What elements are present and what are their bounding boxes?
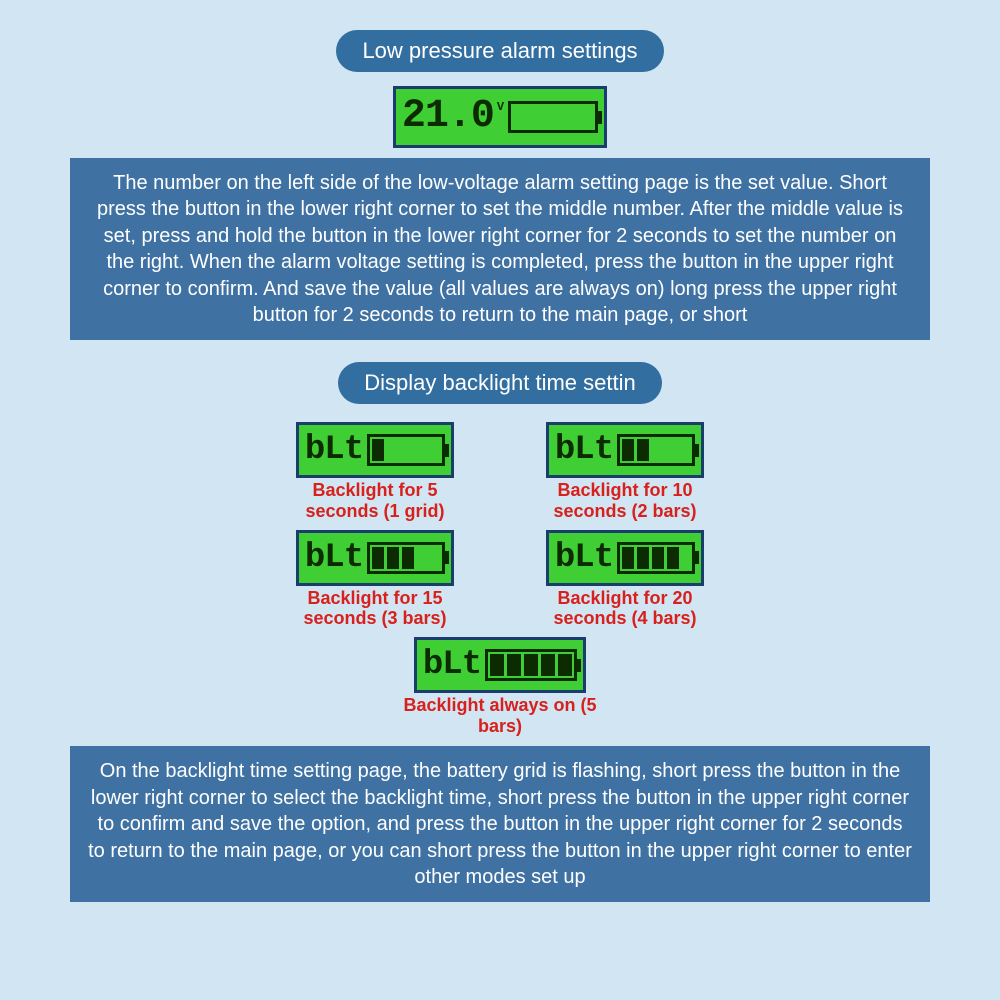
battery-bar xyxy=(402,547,414,569)
battery-icon xyxy=(485,649,577,681)
backlight-caption: Backlight for 20 seconds (4 bars) xyxy=(525,588,725,629)
lcd-backlight-text: bLt xyxy=(553,541,615,575)
page: Low pressure alarm settings 21.0 V The n… xyxy=(0,0,1000,1000)
backlight-caption: Backlight for 15 seconds (3 bars) xyxy=(275,588,475,629)
lcd-backlight: bLt xyxy=(296,530,454,586)
backlight-caption: Backlight for 10 seconds (2 bars) xyxy=(525,480,725,521)
section2-description: On the backlight time setting page, the … xyxy=(88,760,912,888)
battery-bar xyxy=(507,654,521,676)
battery-icon xyxy=(617,434,695,466)
section-backlight: Display backlight time settin bLt Backlig… xyxy=(70,362,930,902)
battery-bar xyxy=(637,439,649,461)
lcd-voltage-unit: V xyxy=(497,100,504,114)
backlight-item: bLt Backlight for 5 seconds (1 grid) xyxy=(275,422,475,521)
lcd-voltage-battery xyxy=(508,101,598,133)
lcd-backlight: bLt xyxy=(414,637,586,693)
lcd-backlight-inner: bLt xyxy=(299,425,451,475)
battery-bar xyxy=(637,547,649,569)
battery-bar xyxy=(667,547,679,569)
backlight-grid: bLt Backlight for 5 seconds (1 grid) bLt Ba… xyxy=(70,422,930,736)
battery-bar xyxy=(652,547,664,569)
battery-bar xyxy=(622,547,634,569)
battery-icon xyxy=(367,434,445,466)
battery-bar xyxy=(372,439,384,461)
backlight-item: bLt Backlight for 10 seconds (2 bars) xyxy=(525,422,725,521)
backlight-item: bLt Backlight for 20 seconds (4 bars) xyxy=(525,530,725,629)
lcd-backlight: bLt xyxy=(296,422,454,478)
section2-title: Display backlight time settin xyxy=(364,370,635,395)
lcd-voltage-value: 21.0 xyxy=(400,97,496,137)
lcd-voltage: 21.0 V xyxy=(393,86,607,148)
lcd-voltage-inner: 21.0 V xyxy=(396,89,604,145)
section1-title-pill: Low pressure alarm settings xyxy=(336,30,663,72)
battery-bar xyxy=(524,654,538,676)
lcd-backlight-text: bLt xyxy=(303,433,365,467)
section2-title-pill: Display backlight time settin xyxy=(338,362,661,404)
battery-bar xyxy=(622,439,634,461)
lcd-backlight-inner: bLt xyxy=(299,533,451,583)
backlight-item: bLt Backlight always on (5 bars) xyxy=(400,637,600,736)
section-low-pressure: Low pressure alarm settings 21.0 V The n… xyxy=(70,30,930,340)
battery-bar xyxy=(558,654,572,676)
lcd-backlight-text: bLt xyxy=(421,648,483,682)
lcd-backlight-text: bLt xyxy=(303,541,365,575)
section1-lcd-wrap: 21.0 V xyxy=(70,86,930,148)
section1-description: The number on the left side of the low-v… xyxy=(97,172,903,326)
backlight-caption: Backlight always on (5 bars) xyxy=(400,695,600,736)
section2-description-box: On the backlight time setting page, the … xyxy=(70,746,930,902)
lcd-backlight: bLt xyxy=(546,422,704,478)
battery-bar xyxy=(372,547,384,569)
lcd-backlight-text: bLt xyxy=(553,433,615,467)
backlight-item: bLt Backlight for 15 seconds (3 bars) xyxy=(275,530,475,629)
lcd-backlight-inner: bLt xyxy=(549,533,701,583)
battery-icon xyxy=(617,542,695,574)
lcd-backlight: bLt xyxy=(546,530,704,586)
battery-icon xyxy=(367,542,445,574)
battery-bar xyxy=(490,654,504,676)
battery-bar xyxy=(387,547,399,569)
section1-description-box: The number on the left side of the low-v… xyxy=(70,158,930,340)
battery-bar xyxy=(541,654,555,676)
backlight-caption: Backlight for 5 seconds (1 grid) xyxy=(275,480,475,521)
section1-title: Low pressure alarm settings xyxy=(362,38,637,63)
lcd-backlight-inner: bLt xyxy=(549,425,701,475)
lcd-backlight-inner: bLt xyxy=(417,640,583,690)
